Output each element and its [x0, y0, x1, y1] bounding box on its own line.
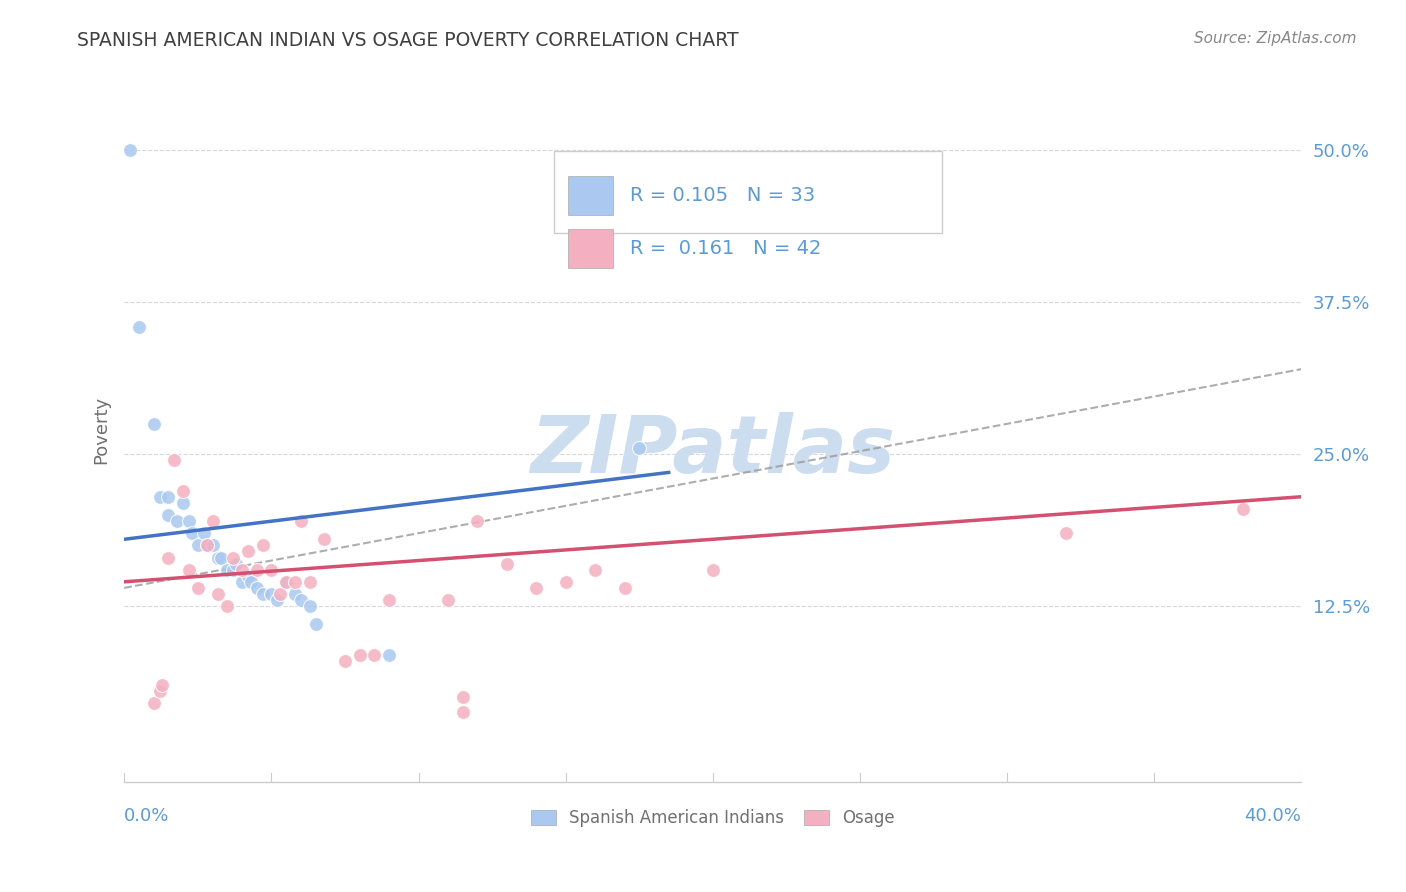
- Point: [451, 705, 474, 719]
- Point: [207, 587, 229, 601]
- Text: 0.0%: 0.0%: [124, 807, 170, 825]
- Legend: Spanish American Indians, Osage: Spanish American Indians, Osage: [524, 803, 901, 834]
- Point: [524, 581, 547, 595]
- Point: [304, 617, 326, 632]
- Point: [451, 690, 474, 705]
- Point: [166, 514, 188, 528]
- Point: [284, 587, 307, 601]
- Text: SPANISH AMERICAN INDIAN VS OSAGE POVERTY CORRELATION CHART: SPANISH AMERICAN INDIAN VS OSAGE POVERTY…: [77, 31, 740, 50]
- Point: [157, 508, 180, 522]
- Point: [142, 417, 165, 431]
- Point: [260, 563, 283, 577]
- Point: [252, 587, 274, 601]
- Y-axis label: Poverty: Poverty: [93, 396, 110, 464]
- Point: [209, 550, 232, 565]
- Point: [298, 574, 321, 589]
- Point: [290, 514, 312, 528]
- Point: [378, 593, 401, 607]
- Point: [180, 526, 202, 541]
- Point: [163, 453, 186, 467]
- Point: [1054, 526, 1077, 541]
- Point: [252, 538, 274, 552]
- Text: 40.0%: 40.0%: [1244, 807, 1302, 825]
- Point: [583, 563, 606, 577]
- Point: [193, 526, 215, 541]
- Point: [266, 593, 288, 607]
- Point: [217, 563, 239, 577]
- Point: [195, 538, 218, 552]
- FancyBboxPatch shape: [554, 152, 942, 233]
- Point: [172, 496, 194, 510]
- Point: [157, 490, 180, 504]
- Point: [217, 599, 239, 614]
- Point: [152, 678, 174, 692]
- Point: [260, 587, 283, 601]
- Point: [290, 593, 312, 607]
- Point: [333, 654, 356, 668]
- Point: [274, 574, 297, 589]
- Point: [437, 593, 460, 607]
- Point: [314, 533, 336, 547]
- Point: [236, 568, 259, 582]
- Point: [284, 574, 307, 589]
- Point: [148, 490, 170, 504]
- Point: [467, 514, 489, 528]
- Point: [495, 557, 517, 571]
- Point: [236, 544, 259, 558]
- Point: [554, 574, 576, 589]
- Point: [157, 550, 180, 565]
- Point: [225, 557, 247, 571]
- Point: [148, 684, 170, 698]
- Point: [177, 563, 200, 577]
- Text: R =  0.161   N = 42: R = 0.161 N = 42: [630, 239, 821, 258]
- Point: [239, 574, 262, 589]
- Point: [298, 599, 321, 614]
- Point: [177, 514, 200, 528]
- Point: [222, 550, 245, 565]
- Point: [201, 538, 224, 552]
- Point: [246, 563, 269, 577]
- Point: [207, 550, 229, 565]
- Point: [363, 648, 385, 662]
- Point: [120, 144, 142, 158]
- Point: [128, 319, 150, 334]
- Bar: [568, 229, 613, 268]
- Text: ZIPatlas: ZIPatlas: [530, 412, 896, 490]
- Point: [222, 563, 245, 577]
- Point: [142, 697, 165, 711]
- Point: [702, 563, 724, 577]
- Point: [1232, 502, 1254, 516]
- Text: R = 0.105   N = 33: R = 0.105 N = 33: [630, 186, 815, 205]
- Bar: [568, 176, 613, 215]
- Point: [613, 581, 636, 595]
- Point: [231, 563, 253, 577]
- Point: [187, 581, 209, 595]
- Text: Source: ZipAtlas.com: Source: ZipAtlas.com: [1194, 31, 1357, 46]
- Point: [195, 538, 218, 552]
- Point: [269, 587, 291, 601]
- Point: [187, 538, 209, 552]
- Point: [201, 514, 224, 528]
- Point: [378, 648, 401, 662]
- Point: [231, 574, 253, 589]
- Point: [274, 574, 297, 589]
- Point: [246, 581, 269, 595]
- Point: [172, 483, 194, 498]
- Point: [628, 441, 651, 455]
- Point: [349, 648, 371, 662]
